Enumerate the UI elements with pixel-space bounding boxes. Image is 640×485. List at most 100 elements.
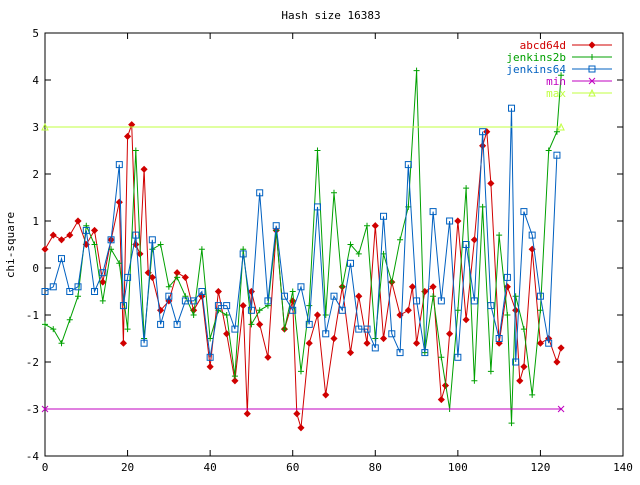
data-point: [470, 297, 478, 305]
data-point: [280, 292, 288, 300]
data-point: [66, 288, 74, 295]
data-point: [264, 297, 272, 305]
data-point: [99, 269, 107, 277]
series-line-jenkins2b: [44, 70, 562, 424]
data-point: [231, 325, 239, 333]
data-point: [496, 232, 503, 239]
data-point: [512, 293, 519, 300]
data-point: [479, 128, 487, 136]
data-point: [74, 217, 82, 225]
data-point: [41, 405, 49, 413]
data-point: [41, 288, 49, 295]
data-point: [124, 326, 131, 333]
data-point: [553, 151, 561, 159]
data-point: [470, 236, 478, 244]
data-point: [454, 217, 462, 225]
data-point: [355, 325, 363, 333]
data-point: [42, 321, 48, 328]
data-point: [256, 189, 264, 197]
y-tick-label: 0: [32, 262, 39, 275]
y-axis-label: chi-square: [4, 212, 17, 278]
data-point: [471, 377, 478, 384]
data-point: [536, 292, 544, 300]
series-layer: [41, 67, 565, 432]
data-point: [545, 339, 553, 347]
data-point: [508, 104, 516, 112]
data-point: [223, 312, 230, 318]
data-point: [363, 339, 371, 347]
data-point: [49, 283, 57, 291]
x-tick-label: 80: [369, 461, 382, 474]
data-point: [243, 410, 251, 418]
y-tick-label: -2: [26, 356, 39, 369]
data-point: [57, 236, 66, 244]
data-point: [66, 231, 74, 239]
data-point: [247, 287, 255, 296]
data-point: [520, 208, 528, 216]
data-point: [140, 339, 148, 347]
data-point: [214, 302, 222, 310]
x-tick-label: 40: [204, 461, 217, 474]
data-point: [347, 241, 354, 248]
data-point: [119, 302, 127, 310]
chart-title: Hash size 16383: [281, 9, 380, 22]
data-point: [503, 273, 511, 281]
data-point: [396, 349, 404, 357]
data-point: [355, 250, 362, 257]
data-point: [331, 189, 337, 196]
data-point: [404, 161, 412, 169]
data-point: [297, 424, 305, 432]
data-point: [124, 132, 132, 140]
data-point: [553, 358, 561, 366]
data-point: [462, 316, 470, 324]
series-max: [41, 122, 565, 131]
data-point: [322, 312, 329, 318]
data-point: [429, 283, 437, 291]
data-point: [206, 353, 214, 361]
y-tick-label: -4: [26, 450, 40, 463]
data-point: [58, 255, 66, 263]
x-tick-label: 140: [613, 461, 633, 474]
data-point: [413, 67, 420, 74]
data-point: [355, 292, 363, 300]
data-point: [437, 396, 445, 404]
data-point: [239, 302, 247, 310]
data-point: [256, 320, 264, 328]
data-point: [388, 330, 396, 338]
data-point: [99, 297, 106, 304]
data-point: [116, 260, 123, 267]
data-point: [557, 122, 565, 131]
data-point: [198, 246, 205, 253]
data-point: [293, 410, 301, 418]
data-point: [148, 236, 156, 244]
x-tick-label: 100: [448, 461, 468, 474]
data-point: [363, 325, 371, 333]
data-point: [330, 292, 338, 300]
data-point: [364, 222, 371, 229]
data-point: [346, 349, 355, 357]
data-point: [454, 307, 461, 314]
data-point: [438, 354, 445, 361]
data-point: [338, 306, 346, 314]
data-point: [115, 161, 123, 169]
data-point: [379, 334, 388, 343]
data-point: [430, 293, 437, 300]
data-point: [74, 283, 82, 291]
data-point: [99, 278, 107, 286]
data-point: [536, 339, 544, 347]
data-point: [330, 334, 338, 343]
data-point: [41, 122, 49, 131]
data-point: [413, 297, 421, 305]
series-min: [41, 405, 565, 413]
data-point: [339, 283, 346, 290]
data-point: [463, 185, 470, 192]
data-point: [248, 321, 255, 328]
data-point: [50, 326, 57, 333]
series-line-jenkins64: [44, 108, 558, 363]
x-tick-label: 120: [530, 461, 550, 474]
data-point: [503, 283, 511, 291]
data-point: [504, 312, 511, 318]
data-point: [132, 231, 140, 239]
